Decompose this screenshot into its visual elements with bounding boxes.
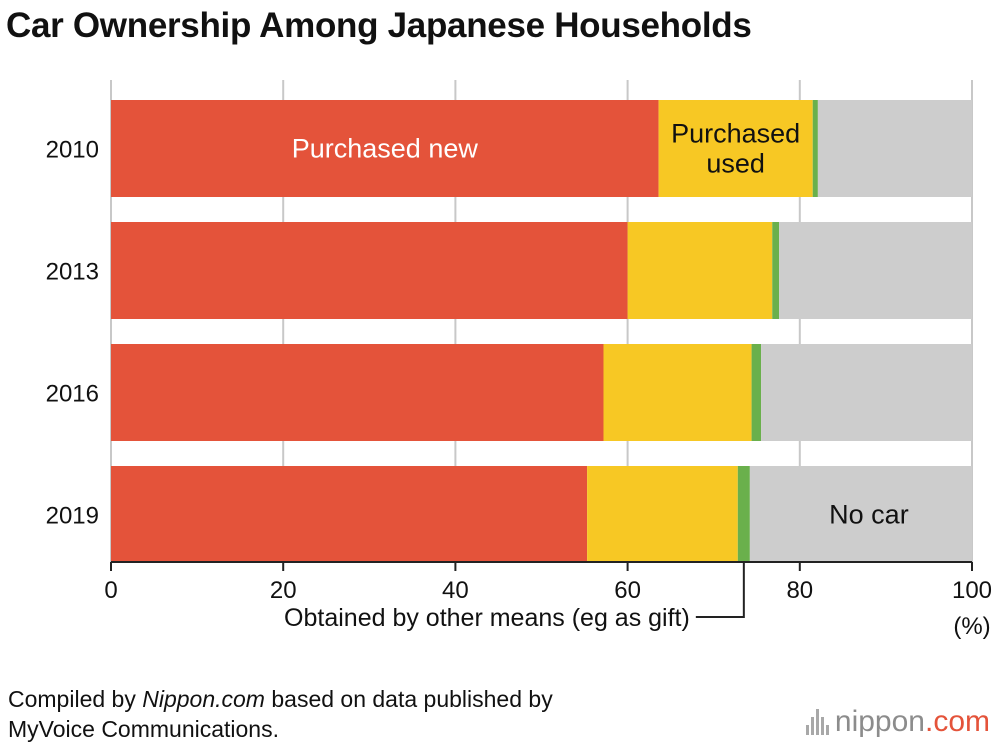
x-tick-label-60: 60 — [614, 577, 641, 604]
stacked-bar-chart: Purchased new Purchased used No car 0 20 40 60… — [46, 80, 992, 640]
category-label-2013: 2013 — [46, 259, 99, 286]
source-prefix: Compiled by — [8, 686, 143, 712]
category-label-2016: 2016 — [46, 381, 99, 408]
y-axis: 2010 2013 2016 2019 — [46, 137, 99, 530]
bar-2016-purchased-used — [603, 344, 752, 441]
bar-2019-no-car — [749, 466, 972, 563]
x-tick-label-80: 80 — [786, 577, 813, 604]
bar-labels: Purchased new Purchased used No car — [292, 119, 909, 530]
bar-2010-purchased-used — [658, 100, 813, 197]
soundwave-icon — [805, 709, 829, 735]
x-tick-label-40: 40 — [442, 577, 469, 604]
logo-text: nippon.com — [834, 705, 990, 738]
callout: Obtained by other means (eg as gift) — [284, 562, 745, 632]
source-note: Compiled by Nippon.com based on data pub… — [8, 684, 553, 744]
bars — [111, 100, 972, 563]
bar-2013-purchased-new — [111, 222, 628, 319]
chart-title: Car Ownership Among Japanese Households — [6, 6, 752, 45]
x-unit-label: (%) — [953, 613, 990, 640]
x-axis: 0 20 40 60 80 100 (%) — [104, 561, 992, 640]
source-line-2: MyVoice Communications. — [8, 716, 279, 742]
bar-2013-no-car — [779, 222, 972, 319]
bar-2016-obtained-by-other-means-eg-as-gift — [751, 344, 762, 441]
bar-2016-no-car — [761, 344, 972, 441]
x-tick-label-100: 100 — [952, 577, 992, 604]
source-suffix: based on data published by — [264, 686, 553, 712]
callout-leader-line — [695, 562, 745, 618]
bar-2010-no-car — [817, 100, 972, 197]
callout-label: Obtained by other means (eg as gift) — [284, 604, 690, 632]
nippon-logo: nippon.com — [805, 705, 990, 739]
bar-2013-purchased-used — [627, 222, 773, 319]
source-site: Nippon.com — [142, 686, 265, 712]
bar-2010-obtained-by-other-means-eg-as-gift — [812, 100, 818, 197]
bar-label-no-car: No car — [829, 500, 909, 530]
bar-label-purchased-used: Purchased used — [671, 119, 800, 179]
bar-2019-purchased-new — [111, 466, 588, 563]
category-label-2010: 2010 — [46, 137, 99, 164]
bar-2019-obtained-by-other-means-eg-as-gift — [737, 466, 750, 563]
bar-2013-obtained-by-other-means-eg-as-gift — [772, 222, 780, 319]
x-tick-label-0: 0 — [104, 577, 117, 604]
bar-label-purchased-new: Purchased new — [292, 134, 479, 164]
category-label-2019: 2019 — [46, 503, 99, 530]
x-tick-label-20: 20 — [270, 577, 297, 604]
bar-2019-purchased-used — [587, 466, 738, 563]
bar-2010-purchased-new — [111, 100, 659, 197]
source-line-1: Compiled by Nippon.com based on data pub… — [8, 684, 553, 714]
bar-2016-purchased-new — [111, 344, 604, 441]
